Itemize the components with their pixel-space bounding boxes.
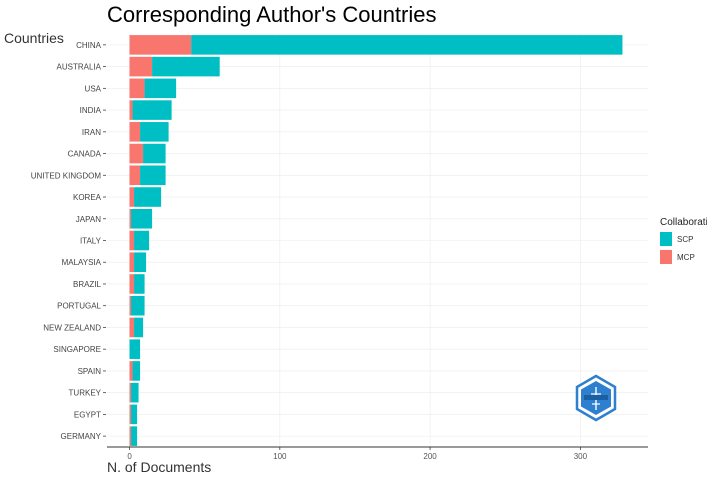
bar-mcp-turkey (129, 382, 132, 403)
x-tick-label: 100 (273, 452, 287, 461)
bar-mcp-australia (129, 56, 153, 77)
x-axis-title: N. of Documents (107, 459, 211, 475)
category-label: TURKEY (69, 389, 102, 398)
grid (107, 34, 648, 447)
bar-mcp-malaysia (129, 252, 135, 273)
category-label: PORTUGAL (57, 302, 101, 311)
legend-title: Collaboration (660, 217, 707, 228)
bar-mcp-united-kingdom (129, 165, 141, 186)
bar-scp-united-kingdom (140, 165, 166, 186)
bar-scp-brazil (134, 274, 145, 294)
bar-mcp-spain (129, 361, 133, 381)
bar-scp-china (191, 35, 623, 55)
category-label: BRAZIL (73, 280, 102, 289)
category-label: CHINA (76, 41, 102, 50)
category-label: EGYPT (74, 410, 101, 419)
bar-mcp-brazil (129, 274, 135, 294)
bar-mcp-canada (129, 143, 144, 164)
bar-mcp-germany (129, 426, 132, 446)
bar-scp-iran (140, 122, 169, 142)
bar-mcp-korea (129, 187, 135, 207)
bar-scp-singapore (129, 339, 141, 359)
bar-scp-japan (131, 208, 153, 229)
bar-mcp-egypt (129, 404, 132, 425)
category-label: ITALY (80, 237, 102, 246)
category-label: CANADA (68, 150, 102, 159)
category-labels: CHINA AUSTRALIA USA INDIA IRAN CANADA UNITED K… (31, 41, 106, 441)
category-label: IRAN (82, 128, 101, 137)
bibliometrix-logo-icon (575, 374, 617, 422)
legend-label-mcp: MCP (677, 253, 695, 262)
bar-scp-spain (132, 361, 141, 381)
bar-mcp-japan (129, 208, 132, 229)
bar-scp-egypt (131, 404, 138, 425)
bar-scp-india (132, 100, 172, 120)
bar-scp-new-zealand (134, 317, 144, 338)
category-label: NEW ZEALAND (43, 323, 101, 332)
bar-scp-portugal (131, 295, 145, 316)
bar-mcp-usa (129, 78, 145, 99)
chart-title: Corresponding Author's Countries (107, 2, 437, 27)
category-label: MALAYSIA (62, 258, 102, 267)
legend-label-scp: SCP (677, 235, 693, 244)
bar-scp-malaysia (134, 252, 147, 273)
bar-mcp-new-zealand (129, 317, 135, 338)
category-label: SINGAPORE (53, 345, 101, 354)
bars (129, 35, 623, 446)
bar-mcp-portugal (129, 295, 132, 316)
bar-scp-korea (134, 187, 162, 207)
bar-scp-germany (131, 426, 138, 446)
legend-swatch-mcp (660, 250, 672, 264)
category-label: GERMANY (61, 432, 102, 441)
legend: Collaboration SCP MCP (660, 217, 707, 264)
category-label: UNITED KINGDOM (31, 171, 102, 180)
category-label: SPAIN (78, 367, 102, 376)
bar-scp-canada (143, 143, 166, 164)
category-label: AUSTRALIA (57, 63, 102, 72)
y-axis-title: Countries (4, 30, 64, 46)
legend-swatch-scp (660, 232, 672, 246)
category-label: INDIA (80, 106, 102, 115)
bar-scp-australia (152, 56, 220, 77)
bar-mcp-iran (129, 122, 141, 142)
bar-scp-usa (144, 78, 177, 99)
x-tick-label: 200 (423, 452, 437, 461)
category-label: KOREA (73, 193, 102, 202)
bar-mcp-italy (129, 230, 135, 251)
bar-scp-italy (134, 230, 150, 251)
bar-scp-turkey (131, 382, 139, 403)
x-tick-label: 0 (127, 452, 132, 461)
bar-mcp-china (129, 35, 192, 55)
bar-mcp-india (129, 100, 133, 120)
category-label: JAPAN (76, 215, 101, 224)
x-tick-label: 300 (574, 452, 588, 461)
category-label: USA (85, 84, 102, 93)
